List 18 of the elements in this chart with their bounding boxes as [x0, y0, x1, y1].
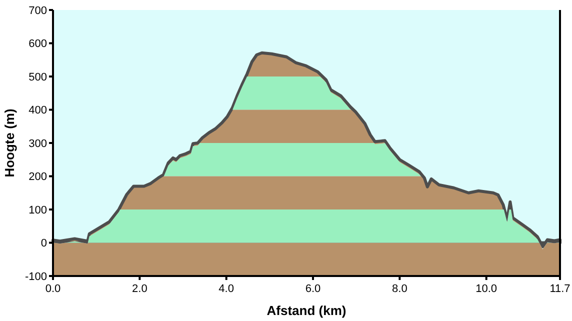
- x-tick-label: 2.0: [132, 283, 148, 295]
- y-tick-label: 500: [28, 71, 47, 84]
- y-axis-title: Hoogte (m): [2, 108, 17, 178]
- x-tick-label: 8.0: [392, 283, 408, 295]
- x-tick-label: 4.0: [218, 283, 234, 295]
- x-axis-title: Afstand (km): [266, 303, 346, 318]
- x-tick-label: 6.0: [305, 283, 321, 295]
- y-tick-label: 300: [28, 138, 47, 150]
- y-tick-label: 600: [28, 38, 47, 50]
- x-tick-label: 0.0: [45, 283, 61, 295]
- x-tick-label: 11.7: [550, 283, 570, 295]
- y-tick-label: 700: [28, 4, 47, 17]
- y-tick-label: 100: [28, 204, 47, 216]
- y-tick-label: 0: [40, 238, 47, 250]
- y-tick-label: 400: [28, 104, 47, 117]
- y-tick-label: 200: [28, 171, 47, 184]
- y-tick-label: -100: [24, 270, 47, 283]
- x-tick-label: 10.0: [476, 283, 498, 295]
